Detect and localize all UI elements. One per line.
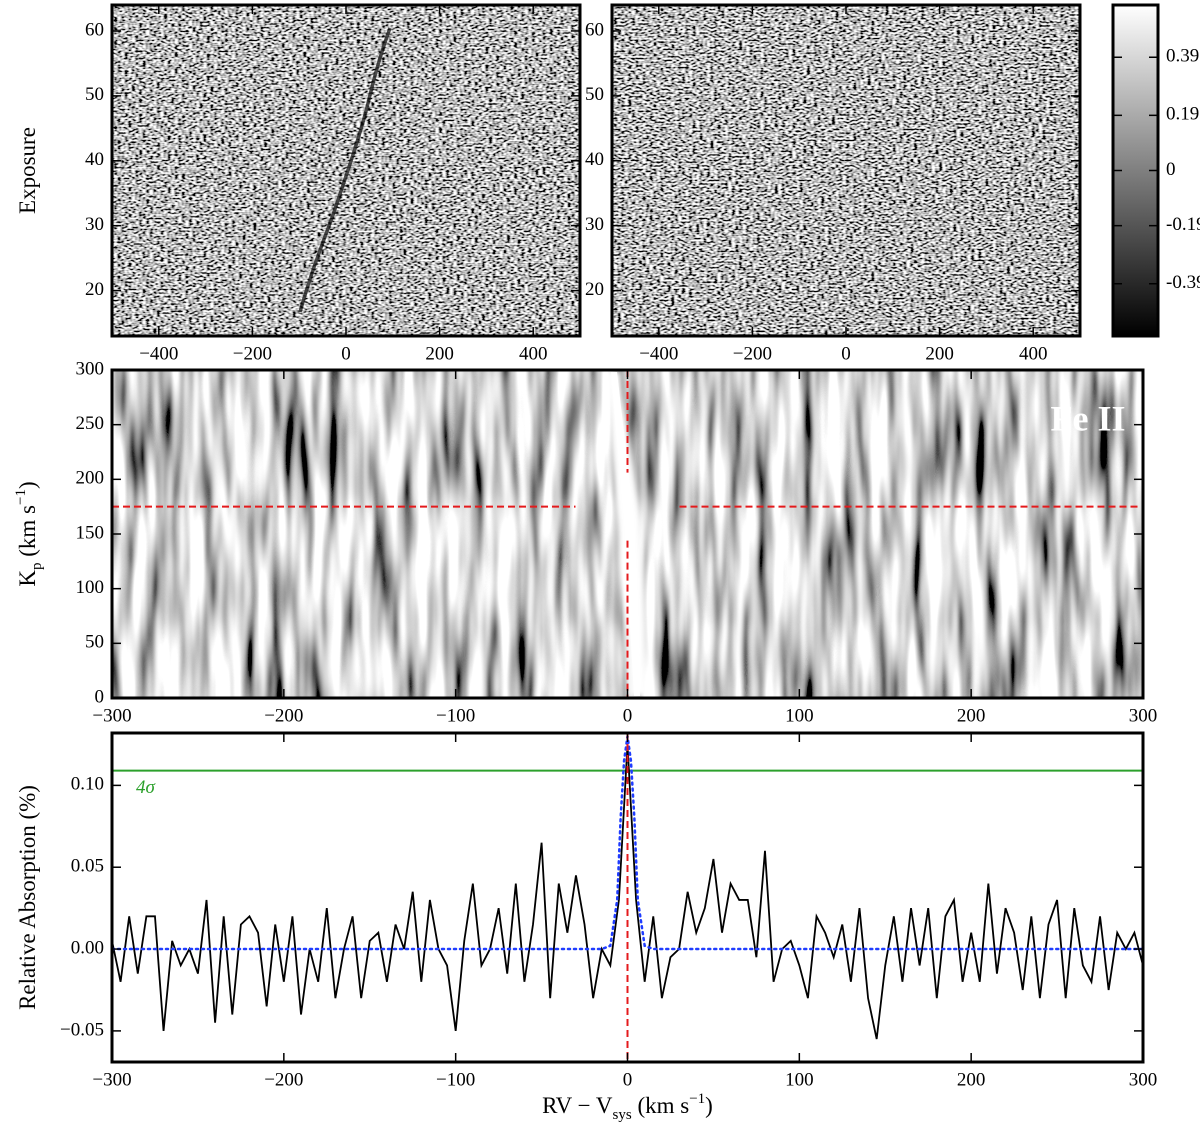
y-tick-label: 0	[1166, 159, 1176, 180]
y-tick-label: 100	[76, 577, 105, 598]
x-tick-label: 300	[1129, 705, 1158, 726]
heatmap	[112, 5, 580, 336]
y-axis-label: Exposure	[15, 127, 40, 214]
x-tick-label: 200	[925, 343, 954, 364]
x-tick-label: 200	[957, 1069, 986, 1090]
y-tick-label: 250	[76, 413, 105, 434]
y-tick-label: 150	[76, 522, 105, 543]
y-tick-label: 0.05	[71, 856, 104, 877]
y-tick-label: −0.05	[60, 1019, 104, 1040]
x-tick-label: 400	[519, 343, 548, 364]
label-part: −1	[689, 1091, 705, 1107]
x-tick-label: 200	[425, 343, 454, 364]
y-tick-label: 40	[85, 149, 104, 170]
x-tick-label: 400	[1019, 343, 1048, 364]
x-tick-label: 200	[957, 705, 986, 726]
y-tick-label: 60	[585, 19, 604, 40]
x-tick-label: 0	[841, 343, 851, 364]
y-tick-label: 0.19	[1166, 104, 1199, 125]
x-tick-label: 100	[785, 705, 814, 726]
axes-frame	[610, 3, 1082, 338]
y-tick-label: 20	[85, 279, 104, 300]
y-tick-label: 0.00	[71, 937, 104, 958]
label-part: Exposure	[15, 127, 40, 214]
label-part: Relative Absorption (%)	[15, 785, 40, 1010]
x-tick-label: −100	[436, 705, 475, 726]
x-axis-label: RV − Vsys (km s−1)	[542, 1091, 713, 1123]
y-tick-label: 300	[76, 358, 105, 379]
threshold-label: 4σ	[136, 777, 156, 798]
y-tick-label: 50	[85, 84, 104, 105]
label-part: (km s	[15, 505, 40, 563]
y-axis-label: Relative Absorption (%)	[15, 785, 40, 1010]
label-part: K	[15, 570, 40, 587]
label-part: )	[705, 1093, 713, 1118]
x-tick-label: −300	[92, 1069, 131, 1090]
x-tick-label: 300	[1129, 1069, 1158, 1090]
signal-core	[611, 372, 640, 696]
x-tick-label: 100	[785, 1069, 814, 1090]
species-label: Fe II	[1051, 398, 1126, 438]
plot-area	[112, 733, 1143, 1062]
x-tick-label: −200	[264, 705, 303, 726]
label-part: (km s	[632, 1093, 690, 1118]
y-tick-label: -0.39	[1166, 272, 1200, 293]
label-part: sys	[613, 1107, 632, 1123]
y-tick-label: 20	[585, 279, 604, 300]
label-part: p	[29, 563, 45, 571]
x-tick-label: −200	[233, 343, 272, 364]
x-tick-label: 0	[341, 343, 351, 364]
label-part: RV − V	[542, 1093, 613, 1118]
y-tick-label: 200	[76, 468, 105, 489]
signal-trail	[298, 27, 392, 313]
heatmap	[612, 5, 1080, 336]
y-tick-label: 0.10	[71, 774, 104, 795]
heatmap-image	[612, 5, 1080, 336]
y-tick-label: 30	[585, 214, 604, 235]
axes-frame	[1111, 3, 1160, 338]
label-part: −1	[13, 489, 29, 505]
y-tick-label: 40	[585, 149, 604, 170]
y-axis-label: Kp (km s−1)	[13, 481, 45, 586]
axes-frame	[110, 3, 582, 338]
y-tick-label: 30	[85, 214, 104, 235]
axes-frame	[110, 731, 1145, 1064]
x-tick-label: −400	[139, 343, 178, 364]
x-tick-label: −100	[436, 1069, 475, 1090]
y-tick-label: 0.39	[1166, 46, 1199, 67]
y-tick-label: -0.19	[1166, 214, 1200, 235]
x-tick-label: −300	[92, 705, 131, 726]
x-tick-label: 0	[623, 705, 633, 726]
axes-frame	[110, 368, 1145, 700]
x-tick-label: −400	[639, 343, 678, 364]
y-tick-label: 0	[95, 686, 105, 707]
label-part: )	[15, 481, 40, 489]
x-tick-label: −200	[264, 1069, 303, 1090]
y-tick-label: 60	[85, 19, 104, 40]
x-tick-label: 0	[623, 1069, 633, 1090]
y-tick-label: 50	[85, 632, 104, 653]
y-tick-label: 50	[585, 84, 604, 105]
x-tick-label: −200	[733, 343, 772, 364]
